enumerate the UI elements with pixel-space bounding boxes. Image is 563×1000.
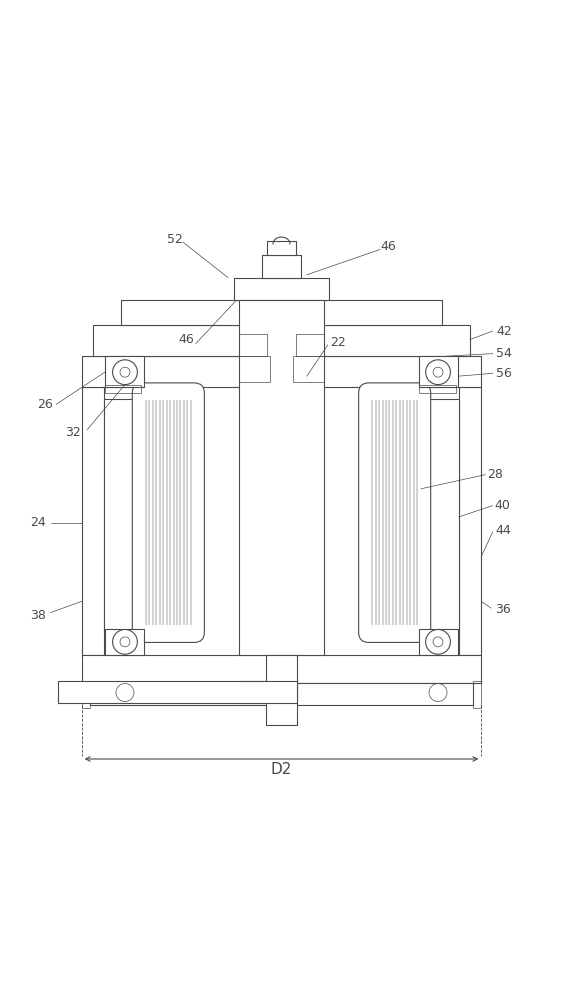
Bar bbox=[82, 387, 104, 655]
Text: D2: D2 bbox=[271, 762, 292, 777]
Bar bbox=[266, 655, 297, 725]
Text: 28: 28 bbox=[488, 468, 503, 481]
Bar bbox=[419, 385, 456, 393]
Bar bbox=[82, 356, 481, 387]
Bar bbox=[58, 681, 297, 703]
Bar bbox=[239, 681, 266, 703]
Text: 52: 52 bbox=[167, 233, 182, 246]
Bar bbox=[234, 278, 329, 300]
Circle shape bbox=[113, 360, 137, 385]
Bar bbox=[239, 334, 267, 356]
Bar bbox=[105, 356, 144, 387]
Bar bbox=[422, 399, 459, 632]
Bar bbox=[82, 356, 481, 387]
Bar bbox=[459, 387, 481, 655]
Text: 24: 24 bbox=[30, 516, 46, 529]
Bar bbox=[90, 683, 473, 705]
Bar bbox=[266, 655, 297, 725]
Circle shape bbox=[433, 367, 443, 377]
Bar bbox=[104, 399, 141, 632]
Bar bbox=[121, 300, 442, 325]
Bar bbox=[105, 629, 144, 655]
Text: 38: 38 bbox=[30, 609, 46, 622]
Bar bbox=[262, 255, 301, 278]
Text: 26: 26 bbox=[37, 398, 53, 411]
Text: 46: 46 bbox=[381, 240, 396, 253]
Bar bbox=[262, 255, 301, 278]
Bar bbox=[105, 356, 144, 387]
Text: 46: 46 bbox=[178, 333, 194, 346]
Bar bbox=[121, 300, 442, 325]
Text: 36: 36 bbox=[495, 603, 511, 616]
Circle shape bbox=[426, 629, 450, 654]
Text: 32: 32 bbox=[65, 426, 81, 439]
Bar bbox=[296, 334, 324, 356]
Bar bbox=[419, 629, 458, 655]
Bar bbox=[82, 655, 481, 683]
Bar bbox=[239, 681, 266, 703]
Bar bbox=[105, 385, 141, 393]
Bar bbox=[104, 399, 141, 632]
Bar bbox=[459, 387, 481, 655]
Bar bbox=[82, 655, 481, 683]
FancyBboxPatch shape bbox=[132, 383, 204, 642]
Circle shape bbox=[120, 367, 130, 377]
Bar bbox=[58, 681, 297, 703]
Bar bbox=[419, 629, 458, 655]
Text: 56: 56 bbox=[496, 367, 512, 380]
Bar bbox=[419, 356, 458, 387]
Bar bbox=[473, 681, 481, 708]
Bar bbox=[90, 683, 473, 705]
Text: 54: 54 bbox=[496, 347, 512, 360]
Bar bbox=[105, 629, 144, 655]
Bar bbox=[234, 278, 329, 300]
Circle shape bbox=[113, 629, 137, 654]
Circle shape bbox=[426, 360, 450, 385]
Bar bbox=[93, 325, 470, 356]
Bar bbox=[267, 241, 296, 255]
Text: 42: 42 bbox=[496, 325, 512, 338]
Bar bbox=[239, 356, 270, 382]
Text: 40: 40 bbox=[495, 499, 511, 512]
Bar bbox=[93, 325, 470, 356]
Text: 44: 44 bbox=[495, 524, 511, 537]
Bar bbox=[239, 300, 324, 655]
FancyBboxPatch shape bbox=[359, 383, 431, 642]
Bar bbox=[82, 387, 104, 655]
Circle shape bbox=[120, 637, 130, 647]
Text: 22: 22 bbox=[330, 336, 346, 349]
Bar bbox=[422, 399, 459, 632]
Bar bbox=[419, 356, 458, 387]
Circle shape bbox=[433, 637, 443, 647]
Bar bbox=[239, 300, 324, 655]
Bar bbox=[82, 681, 90, 708]
Bar bbox=[293, 356, 324, 382]
